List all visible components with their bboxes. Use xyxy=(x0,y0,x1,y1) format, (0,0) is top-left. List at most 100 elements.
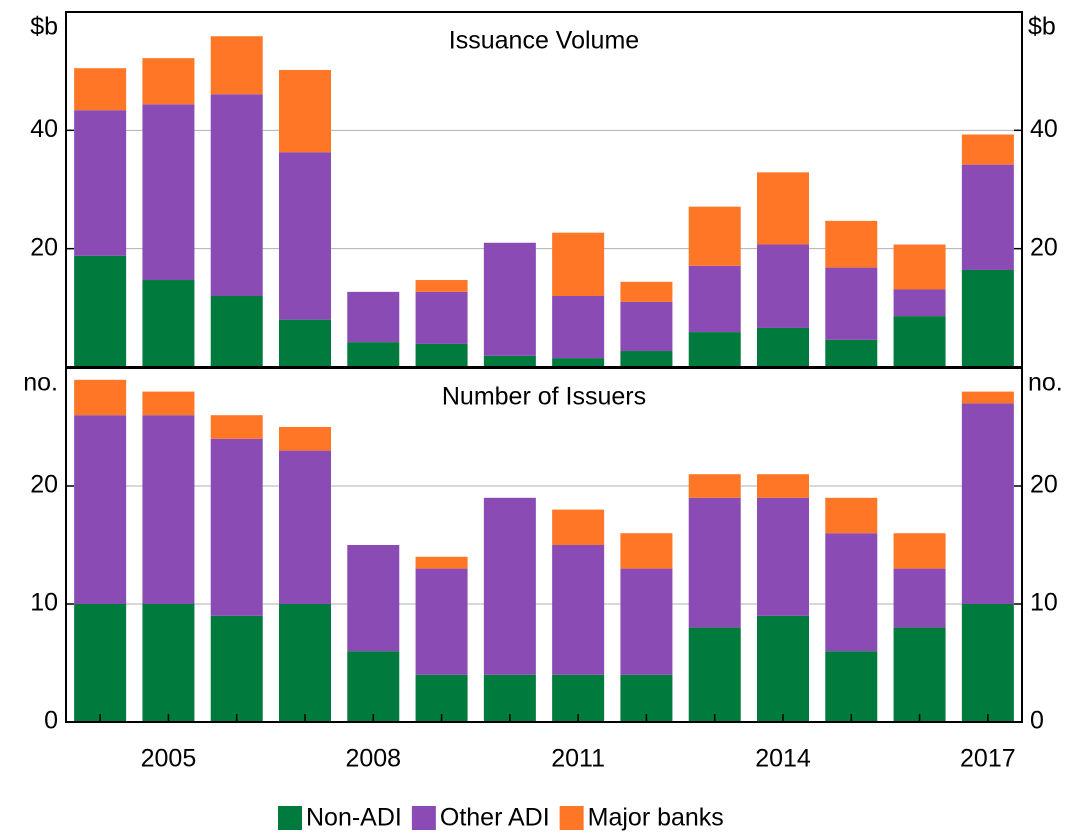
bar-segment xyxy=(893,289,946,317)
y-tick-label: 10 xyxy=(30,589,58,617)
legend-label: Other ADI xyxy=(440,804,550,832)
bar-segment xyxy=(893,533,946,569)
unit-label: no. xyxy=(23,369,58,397)
unit-label-right: $b xyxy=(1028,13,1056,41)
bar-segment xyxy=(825,533,878,652)
bar-segment xyxy=(620,281,673,302)
panel-frame xyxy=(65,11,1023,368)
bar-segment xyxy=(142,391,195,416)
y-tick-label-right: 0 xyxy=(1030,707,1044,735)
x-tick-label: 2008 xyxy=(345,745,401,773)
y-tick-label-right: 20 xyxy=(1030,233,1058,261)
bar-segment xyxy=(825,339,878,367)
legend-swatch xyxy=(278,806,302,830)
legend-label: Non-ADI xyxy=(306,804,402,832)
bar-segment xyxy=(142,280,195,367)
bar-segment xyxy=(483,242,536,356)
bar-segment xyxy=(757,474,809,498)
y-tick-label-right: 20 xyxy=(1030,471,1058,499)
bar-segment xyxy=(961,403,1014,604)
bar-segment xyxy=(347,291,400,343)
bar-segment xyxy=(74,379,127,416)
x-tick-label: 2017 xyxy=(960,745,1016,773)
y-tick-label: 0 xyxy=(44,707,58,735)
bar-segment xyxy=(483,497,536,675)
y-tick-label: 20 xyxy=(30,471,58,499)
bar-segment xyxy=(74,255,127,367)
bar-segment xyxy=(620,533,673,569)
bar-segment xyxy=(893,627,946,722)
x-tick-label: 2011 xyxy=(551,745,605,773)
unit-label-right: no. xyxy=(1028,369,1063,397)
bar-segment xyxy=(688,474,741,498)
bar-segment xyxy=(74,68,127,111)
bar-segment xyxy=(74,110,127,256)
bar-segment xyxy=(142,104,195,281)
bar-segment xyxy=(210,415,263,439)
bar-segment xyxy=(688,497,741,628)
bar-segment xyxy=(552,232,605,296)
bar-segment xyxy=(483,355,536,367)
x-tick-label: 2014 xyxy=(755,745,811,773)
bar-segment xyxy=(961,391,1014,404)
legend-swatch xyxy=(411,806,436,830)
bar-segment xyxy=(142,415,195,604)
bar-segment xyxy=(279,319,331,367)
bar-segment xyxy=(347,545,400,652)
bar-segment xyxy=(688,627,741,722)
bar-segment xyxy=(688,265,741,333)
bar-segment xyxy=(961,134,1014,165)
bar-segment xyxy=(757,172,809,245)
bar-segment xyxy=(825,651,878,722)
bar-segment xyxy=(825,497,878,534)
bar-segment xyxy=(210,296,263,367)
bar-segment xyxy=(415,568,468,675)
bar-segment xyxy=(415,291,468,344)
panel-title: Number of Issuers xyxy=(442,383,646,411)
bar-segment xyxy=(279,69,331,153)
bar-segment xyxy=(552,509,605,545)
bar-segment xyxy=(552,545,605,675)
unit-label: $b xyxy=(30,13,58,41)
bar-segment xyxy=(210,615,263,722)
bar-segment xyxy=(620,301,673,352)
bar-segment xyxy=(210,438,263,616)
bar-segment xyxy=(893,568,946,628)
bar-segment xyxy=(825,220,878,268)
bar-segment xyxy=(757,244,809,328)
legend-label: Major banks xyxy=(588,804,724,832)
bar-segment xyxy=(961,269,1014,367)
y-tick-label: 20 xyxy=(30,233,58,261)
bar-segment xyxy=(279,152,331,320)
bar-segment xyxy=(688,206,741,266)
bar-segment xyxy=(688,332,741,367)
bar-segment xyxy=(961,164,1014,270)
y-tick-label: 40 xyxy=(30,115,58,143)
bar-segment xyxy=(415,280,468,292)
bar-segment xyxy=(825,267,878,340)
bar-segment xyxy=(74,604,127,722)
bar-segment xyxy=(347,651,400,722)
bar-segment xyxy=(142,58,195,105)
bar-segment xyxy=(210,36,263,95)
y-tick-label-right: 40 xyxy=(1030,115,1058,143)
bar-segment xyxy=(757,615,809,722)
bar-segment xyxy=(961,604,1014,722)
bar-segment xyxy=(415,343,468,367)
panel-title: Issuance Volume xyxy=(449,27,639,55)
panel-frame xyxy=(65,367,1023,723)
bar-segment xyxy=(210,94,263,296)
bar-segment xyxy=(757,327,809,367)
bar-segment xyxy=(415,556,468,569)
x-tick-label: 2005 xyxy=(141,745,197,773)
bar-segment xyxy=(279,427,331,451)
bar-segment xyxy=(552,358,605,367)
bar-segment xyxy=(893,316,946,367)
bar-segment xyxy=(552,296,605,359)
bar-segment xyxy=(142,604,195,722)
bar-segment xyxy=(620,568,673,675)
bar-segment xyxy=(757,497,809,616)
bar-segment xyxy=(279,450,331,604)
bar-segment xyxy=(893,244,946,290)
